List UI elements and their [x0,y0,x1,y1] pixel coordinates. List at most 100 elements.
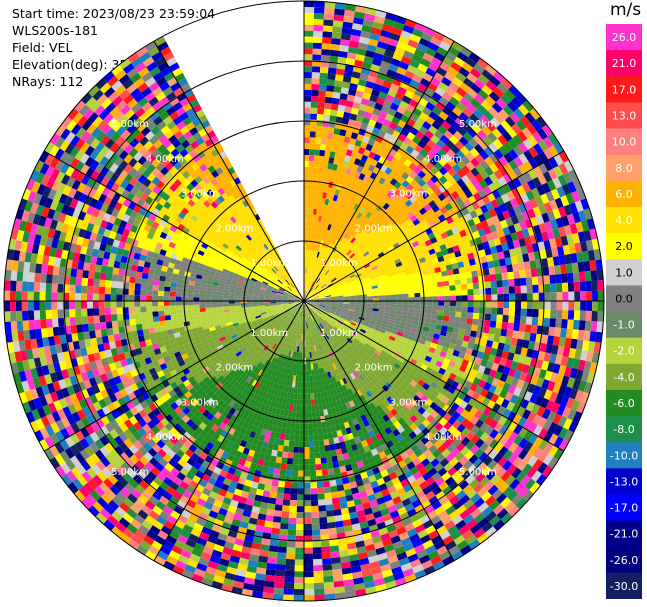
gate-cell [281,505,290,512]
gate-cell [313,345,317,352]
gate-cell [308,322,311,329]
gate-cell [412,365,421,373]
gate-cell [285,368,290,375]
gate-cell [352,196,359,204]
gate-cell [331,455,339,463]
gate-cell [413,418,422,428]
gate-cell [493,149,504,160]
gate-cell [463,460,473,470]
gate-cell [352,339,359,346]
gate-cell [510,360,519,370]
gate-cell [572,178,583,191]
gate-cell [553,436,564,449]
gate-cell [299,316,302,323]
gate-cell [366,359,373,366]
gate-cell [316,179,322,186]
gate-cell [520,308,527,317]
gate-cell [363,345,370,351]
gate-cell [485,510,497,522]
gate-cell [406,131,416,141]
gate-cell [491,307,498,315]
gate-cell [448,279,456,286]
gate-cell [397,184,406,193]
gate-cell [333,261,339,268]
gate-cell [465,180,475,190]
gate-cell [578,271,586,282]
gate-cell [343,69,353,78]
gate-cell [544,309,551,319]
gate-cell [341,81,351,89]
gate-cell [342,323,349,329]
gate-cell [419,534,431,545]
gate-cell [329,419,336,427]
gate-cell [423,203,432,212]
gate-cell [445,101,456,112]
gate-cell [417,275,425,281]
gate-cell [517,142,529,154]
gate-cell [308,363,312,370]
gate-cell [307,301,314,304]
gate-cell [329,330,335,336]
gate-cell [451,471,462,481]
gate-cell [304,24,314,31]
gate-cell [371,265,378,271]
gate-cell [318,368,323,375]
gate-cell [426,351,434,359]
gate-cell [370,435,379,443]
gate-cell [488,419,499,430]
gate-cell [371,343,378,350]
gate-cell [324,102,332,110]
gate-cell [439,457,450,468]
gate-cell [435,453,446,463]
gate-cell [325,280,332,285]
gate-cell [473,528,486,539]
gate-cell [515,471,527,483]
gate-cell [445,365,454,373]
gate-cell [421,166,431,175]
gate-cell [500,93,512,105]
gate-cell [553,448,564,460]
gate-cell [586,290,593,301]
gate-cell [522,490,534,502]
gate-cell [412,394,421,403]
gate-cell [583,360,592,373]
gate-cell [364,182,372,190]
gate-cell [526,285,533,294]
gate-cell [350,517,360,525]
gate-cell [312,42,323,49]
gate-cell [246,565,258,574]
gate-cell [328,414,334,421]
gate-cell [484,176,494,186]
gate-cell [306,285,309,292]
gate-cell [493,71,505,83]
gate-cell [454,316,462,323]
gate-cell [430,515,442,525]
gate-cell [342,334,348,340]
gate-cell [336,234,342,242]
gate-cell [589,331,597,342]
gate-cell [499,335,507,344]
gate-cell [304,541,313,548]
gate-cell [484,156,495,167]
gate-cell [487,333,495,342]
gate-cell [468,538,481,550]
gate-cell [475,119,486,130]
gate-cell [361,477,371,485]
gate-cell [330,382,336,390]
gate-cell [406,528,418,538]
gate-cell [344,439,351,448]
gate-cell [453,273,461,280]
gate-cell [422,120,432,131]
gate-cell [272,516,282,523]
gate-cell [330,551,340,559]
gate-cell [526,308,533,317]
gate-cell [451,181,461,191]
gate-cell [427,263,435,270]
gate-cell [328,274,335,280]
gate-cell [379,242,386,250]
gate-cell [420,296,427,301]
gate-cell [317,398,323,405]
gate-cell [318,161,324,169]
gate-cell [359,328,367,334]
gate-cell [331,268,337,274]
